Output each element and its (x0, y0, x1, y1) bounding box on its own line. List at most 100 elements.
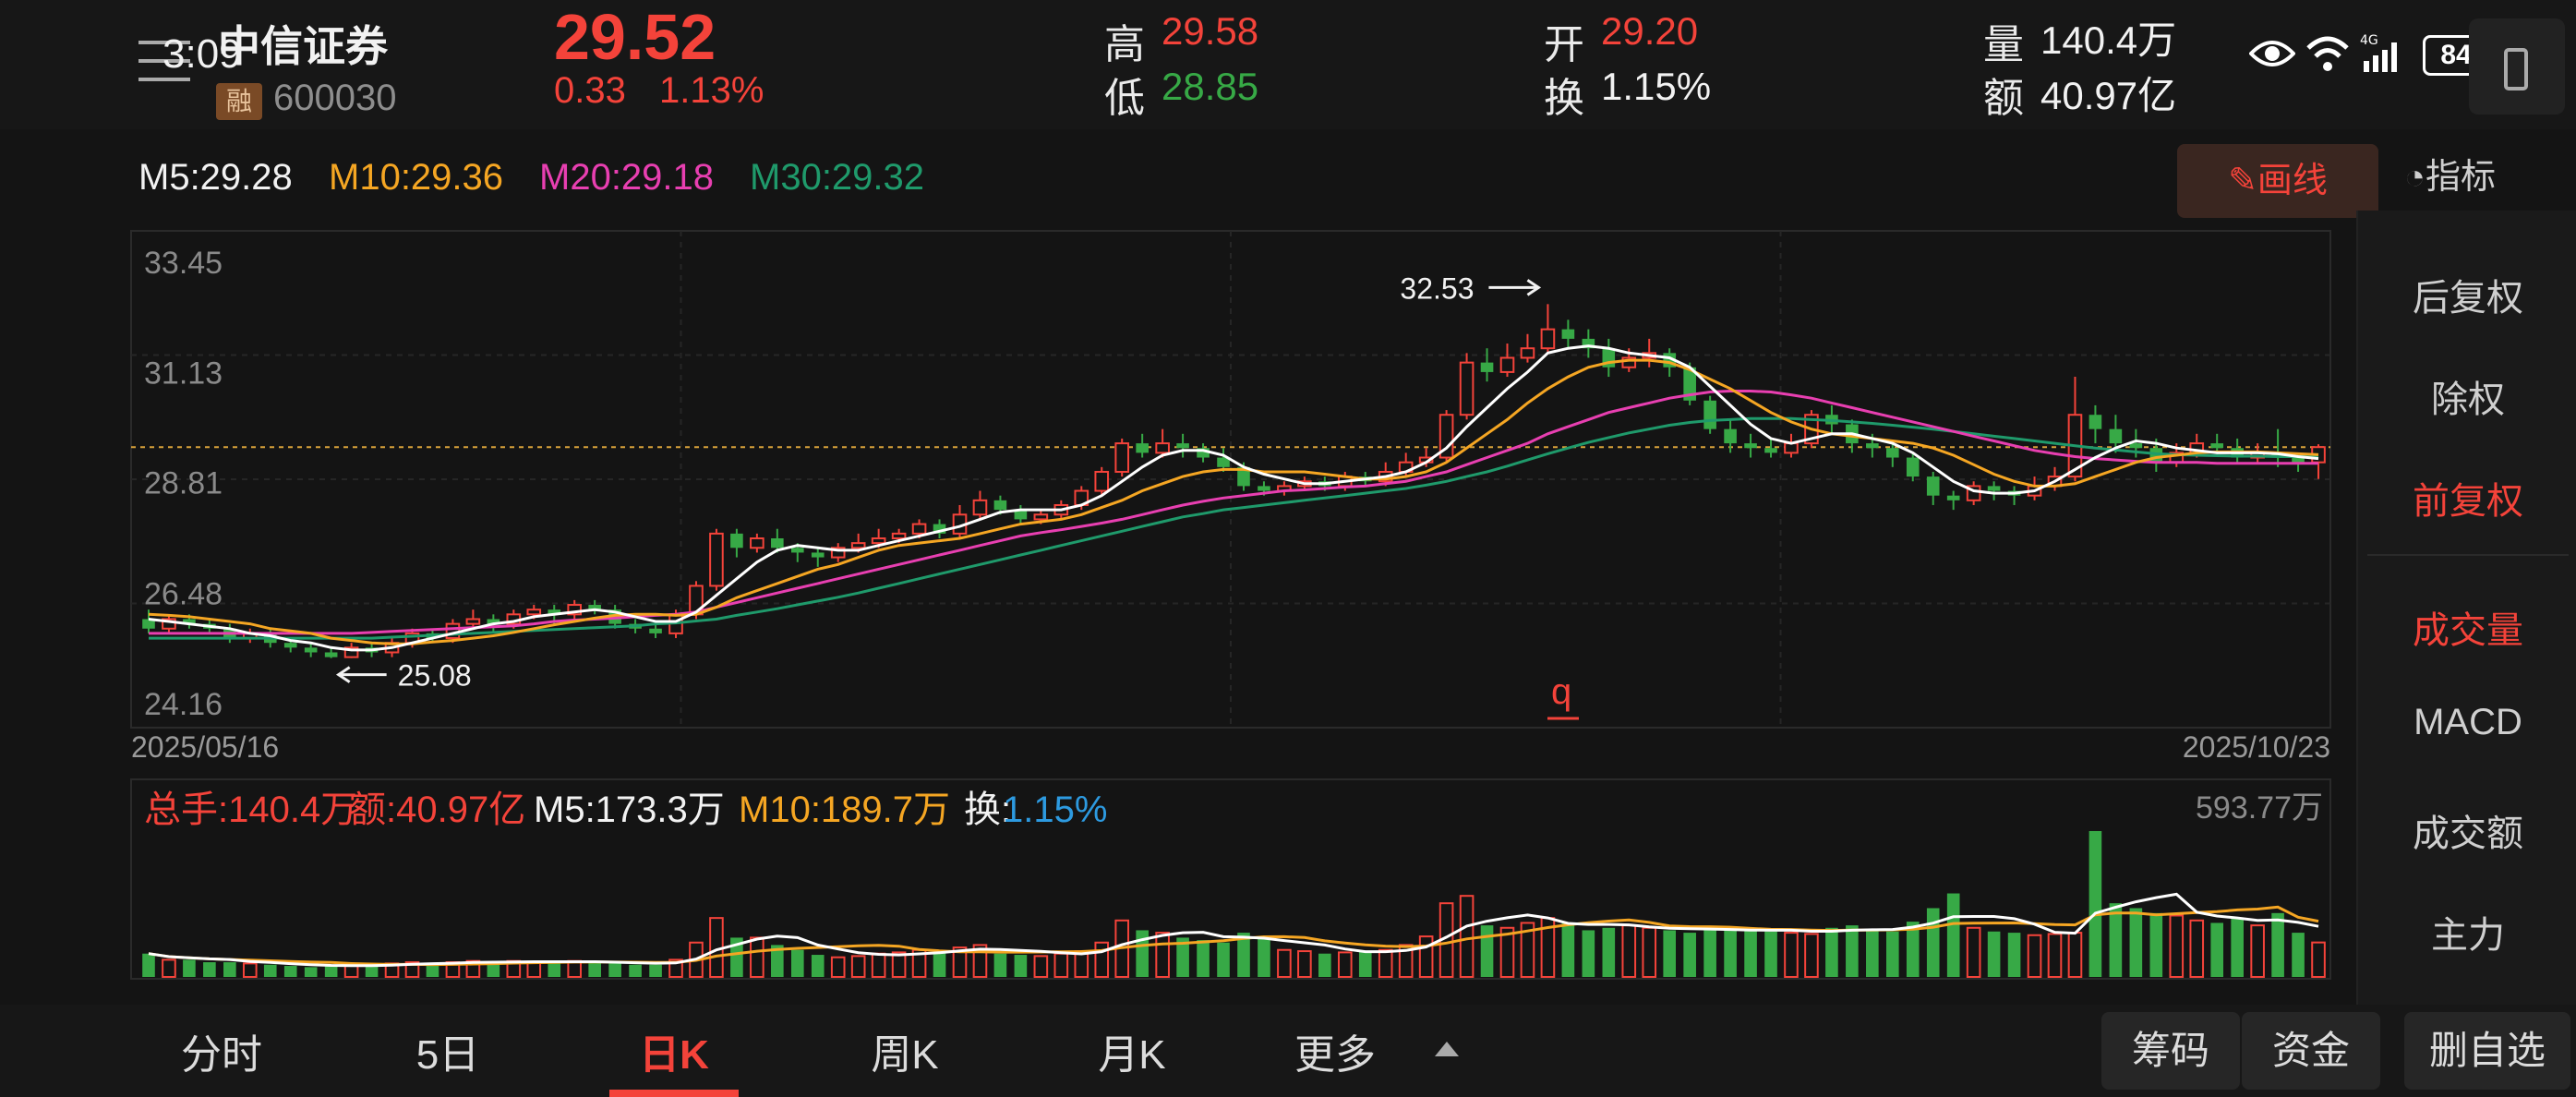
price-change-pct: 1.13% (659, 70, 764, 111)
volume-bar-down (1197, 940, 1210, 977)
candle-body-down (1885, 448, 1899, 458)
candle-body-down (1561, 329, 1575, 339)
rp-post-adjust[interactable]: 后复权 (2413, 278, 2523, 319)
volume-bar-up (1398, 944, 1414, 978)
volume-bar-down (324, 966, 338, 977)
volume-bar-up (1418, 935, 1434, 979)
volume-bar-up (1337, 951, 1353, 979)
menu-icon[interactable] (138, 41, 190, 83)
volume-bar-down (2109, 903, 2123, 977)
candle-body-down (1703, 400, 1716, 429)
rp-main-force[interactable]: 主力 (2431, 915, 2505, 956)
stock-code: 600030 (273, 78, 397, 118)
volume-bar-down (1906, 922, 1920, 977)
volume-bar-down (142, 953, 155, 977)
candle-body-up (830, 547, 846, 559)
volume-bar-down (263, 964, 277, 977)
current-price: 29.52 (554, 1, 716, 73)
volume-bar-up (1966, 926, 1981, 979)
volume-bar-down (1885, 931, 1899, 977)
volume-bar-up (1804, 933, 1819, 979)
draw-line-button[interactable]: ✎画线 (2177, 144, 2378, 218)
volume-bar-up (952, 946, 968, 979)
volume-pane-frame (130, 778, 2331, 980)
candle-body-up (850, 542, 866, 549)
vol-m5-label: M5:173.3万 (534, 790, 725, 830)
candle-body-down (649, 628, 662, 633)
volume-bar-down (771, 945, 784, 977)
ma10-line (148, 358, 2319, 645)
tab-daily-k[interactable]: 日K (639, 1032, 709, 1078)
candle-body-up (162, 618, 176, 630)
tab-intraday[interactable]: 分时 (181, 1032, 262, 1078)
volume-bar-down (1217, 942, 1230, 977)
high-price-label: 32.53 (1400, 271, 1474, 305)
volume-bar-up (1378, 948, 1393, 978)
volume-bar-down (365, 964, 379, 977)
tab-5day[interactable]: 5日 (415, 1032, 480, 1078)
volume-bar-up (1297, 950, 1312, 979)
rp-amount[interactable]: 成交额 (2413, 814, 2523, 854)
volume-bar-down (2149, 912, 2163, 977)
open-label: 开 (1544, 22, 1584, 67)
volume-bar-up (1094, 941, 1110, 979)
ma30-line (149, 416, 2318, 640)
candle-body-down (1258, 486, 1270, 491)
low-label: 低 (1104, 76, 1145, 121)
candle-body-down (771, 538, 784, 548)
y-tick-label: 24.16 (144, 687, 223, 722)
ma20-legend: M20:29.18 (539, 157, 715, 198)
candle-body-down (2129, 443, 2143, 449)
candle-body-down (993, 500, 1007, 511)
y-tick-label: 26.48 (144, 577, 223, 612)
signal-4g-icon: 4G (2360, 33, 2397, 72)
rp-ex-right[interactable]: 除权 (2431, 380, 2505, 420)
rp-pre-adjust[interactable]: 前复权 (2413, 481, 2523, 522)
price-change: 0.33 (554, 70, 626, 111)
volume-bar-up (526, 961, 542, 978)
candle-body-up (709, 532, 724, 587)
candle-body-up (1499, 356, 1515, 373)
fullscreen-button[interactable] (2469, 18, 2565, 115)
high-arrowhead-icon (1526, 279, 1542, 296)
volume-bar-down (183, 959, 196, 977)
end-date-label: 2025/10/23 (2183, 730, 2330, 764)
candle-body-down (487, 619, 500, 624)
volume-bar-down (730, 937, 743, 977)
tab-weekly-k[interactable]: 周K (871, 1032, 939, 1078)
volume-bar-down (426, 963, 439, 977)
volume-bar-down (1946, 893, 1960, 977)
ma30-legend: M30:29.32 (750, 157, 925, 198)
amount-value: 40.97亿 (2040, 74, 2177, 117)
funds-button[interactable]: 资金 (2242, 1012, 2380, 1090)
volume-bar-down (1318, 953, 1331, 977)
candle-body-down (2109, 428, 2123, 444)
candle-body-down (1683, 367, 1696, 401)
candle-body-down (1136, 443, 1149, 453)
candle-body-down (1744, 443, 1757, 449)
volume-bar-up (1642, 926, 1657, 979)
tab-monthly-k[interactable]: 月K (1098, 1032, 1166, 1078)
kline-chart[interactable]: 33.45 31.13 28.81 26.48 24.16 32.53 25.08 q 2025… (0, 0, 2345, 997)
candle-body-up (750, 537, 764, 549)
tab-more[interactable]: 更多 (1294, 1032, 1376, 1078)
volume-bar-up (2027, 934, 2042, 978)
y-tick-label: 33.45 (144, 246, 223, 281)
chips-button[interactable]: 筹码 (2101, 1012, 2240, 1090)
open-value: 29.20 (1601, 9, 1699, 53)
indicator-button[interactable]: ◔指标 (2404, 148, 2496, 199)
volume-bar-up (1053, 952, 1069, 978)
remove-watchlist-button[interactable]: 删自选 (2404, 1012, 2570, 1090)
caret-up-icon[interactable] (1433, 1038, 1461, 1060)
candle-body-up (465, 618, 481, 625)
candle-body-down (730, 533, 743, 548)
rp-volume[interactable]: 成交量 (2413, 610, 2523, 651)
volume-bar-down (1744, 930, 1757, 977)
candle-body-down (142, 619, 155, 629)
volume-bar-down (203, 962, 216, 977)
candle-body-down (933, 524, 946, 534)
candle-body-down (1480, 362, 1494, 372)
volume-bar-up (891, 951, 907, 979)
vol-total-label: 总手:140.4万 (144, 790, 357, 830)
rp-macd[interactable]: MACD (2413, 702, 2522, 742)
